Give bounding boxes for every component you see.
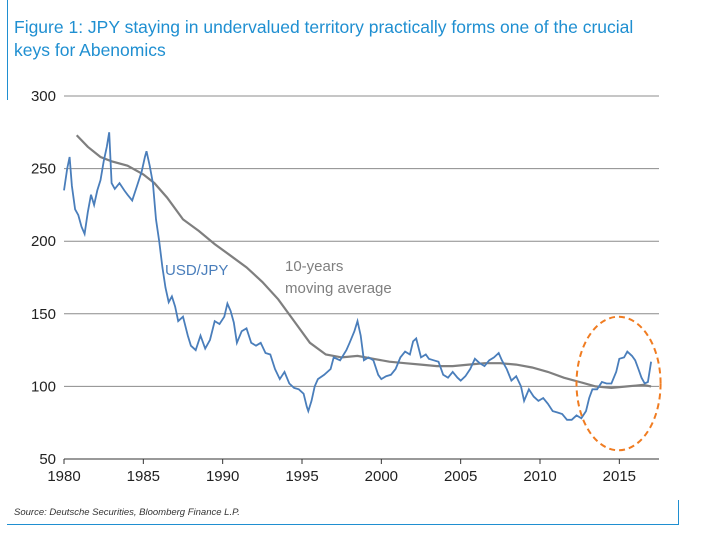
- y-tick-label: 200: [31, 233, 56, 250]
- grid-lines: [64, 95, 659, 387]
- x-tick-label: 2000: [365, 468, 398, 485]
- series-line-moving-average: [75, 134, 652, 390]
- frame-bottom-border: [7, 524, 679, 525]
- highlight-ellipse: [575, 315, 662, 452]
- x-axis-ticks: 1980 1985 1990 1995 2000 2005 2010 2015: [47, 459, 636, 485]
- source-note: Source: Deutsche Securities, Bloomberg F…: [14, 507, 240, 518]
- x-tick-label: 2005: [444, 468, 477, 485]
- x-tick-label: 1985: [127, 468, 160, 485]
- x-tick-label: 1990: [206, 468, 239, 485]
- series-line-usdjpy: [63, 132, 652, 421]
- y-tick-label: 300: [31, 88, 56, 105]
- label-usdjpy: USD/JPY: [165, 262, 228, 279]
- x-tick-label: 2010: [523, 468, 556, 485]
- chart-title: Figure 1: JPY staying in undervalued ter…: [14, 17, 634, 60]
- y-tick-label: 250: [31, 161, 56, 178]
- y-axis-ticks: 300 250 200 150 100 50: [31, 88, 56, 468]
- y-tick-label: 150: [31, 306, 56, 323]
- y-tick-label: 50: [39, 451, 56, 468]
- x-tick-label: 1995: [285, 468, 318, 485]
- frame-right-border: [678, 500, 679, 525]
- label-ma-line2: moving average: [285, 280, 392, 297]
- x-tick-label: 2015: [603, 468, 636, 485]
- label-ma-line1: 10-years: [285, 258, 343, 275]
- x-tick-label: 1980: [47, 468, 80, 485]
- y-tick-label: 100: [31, 378, 56, 395]
- frame-left-border: [7, 0, 8, 100]
